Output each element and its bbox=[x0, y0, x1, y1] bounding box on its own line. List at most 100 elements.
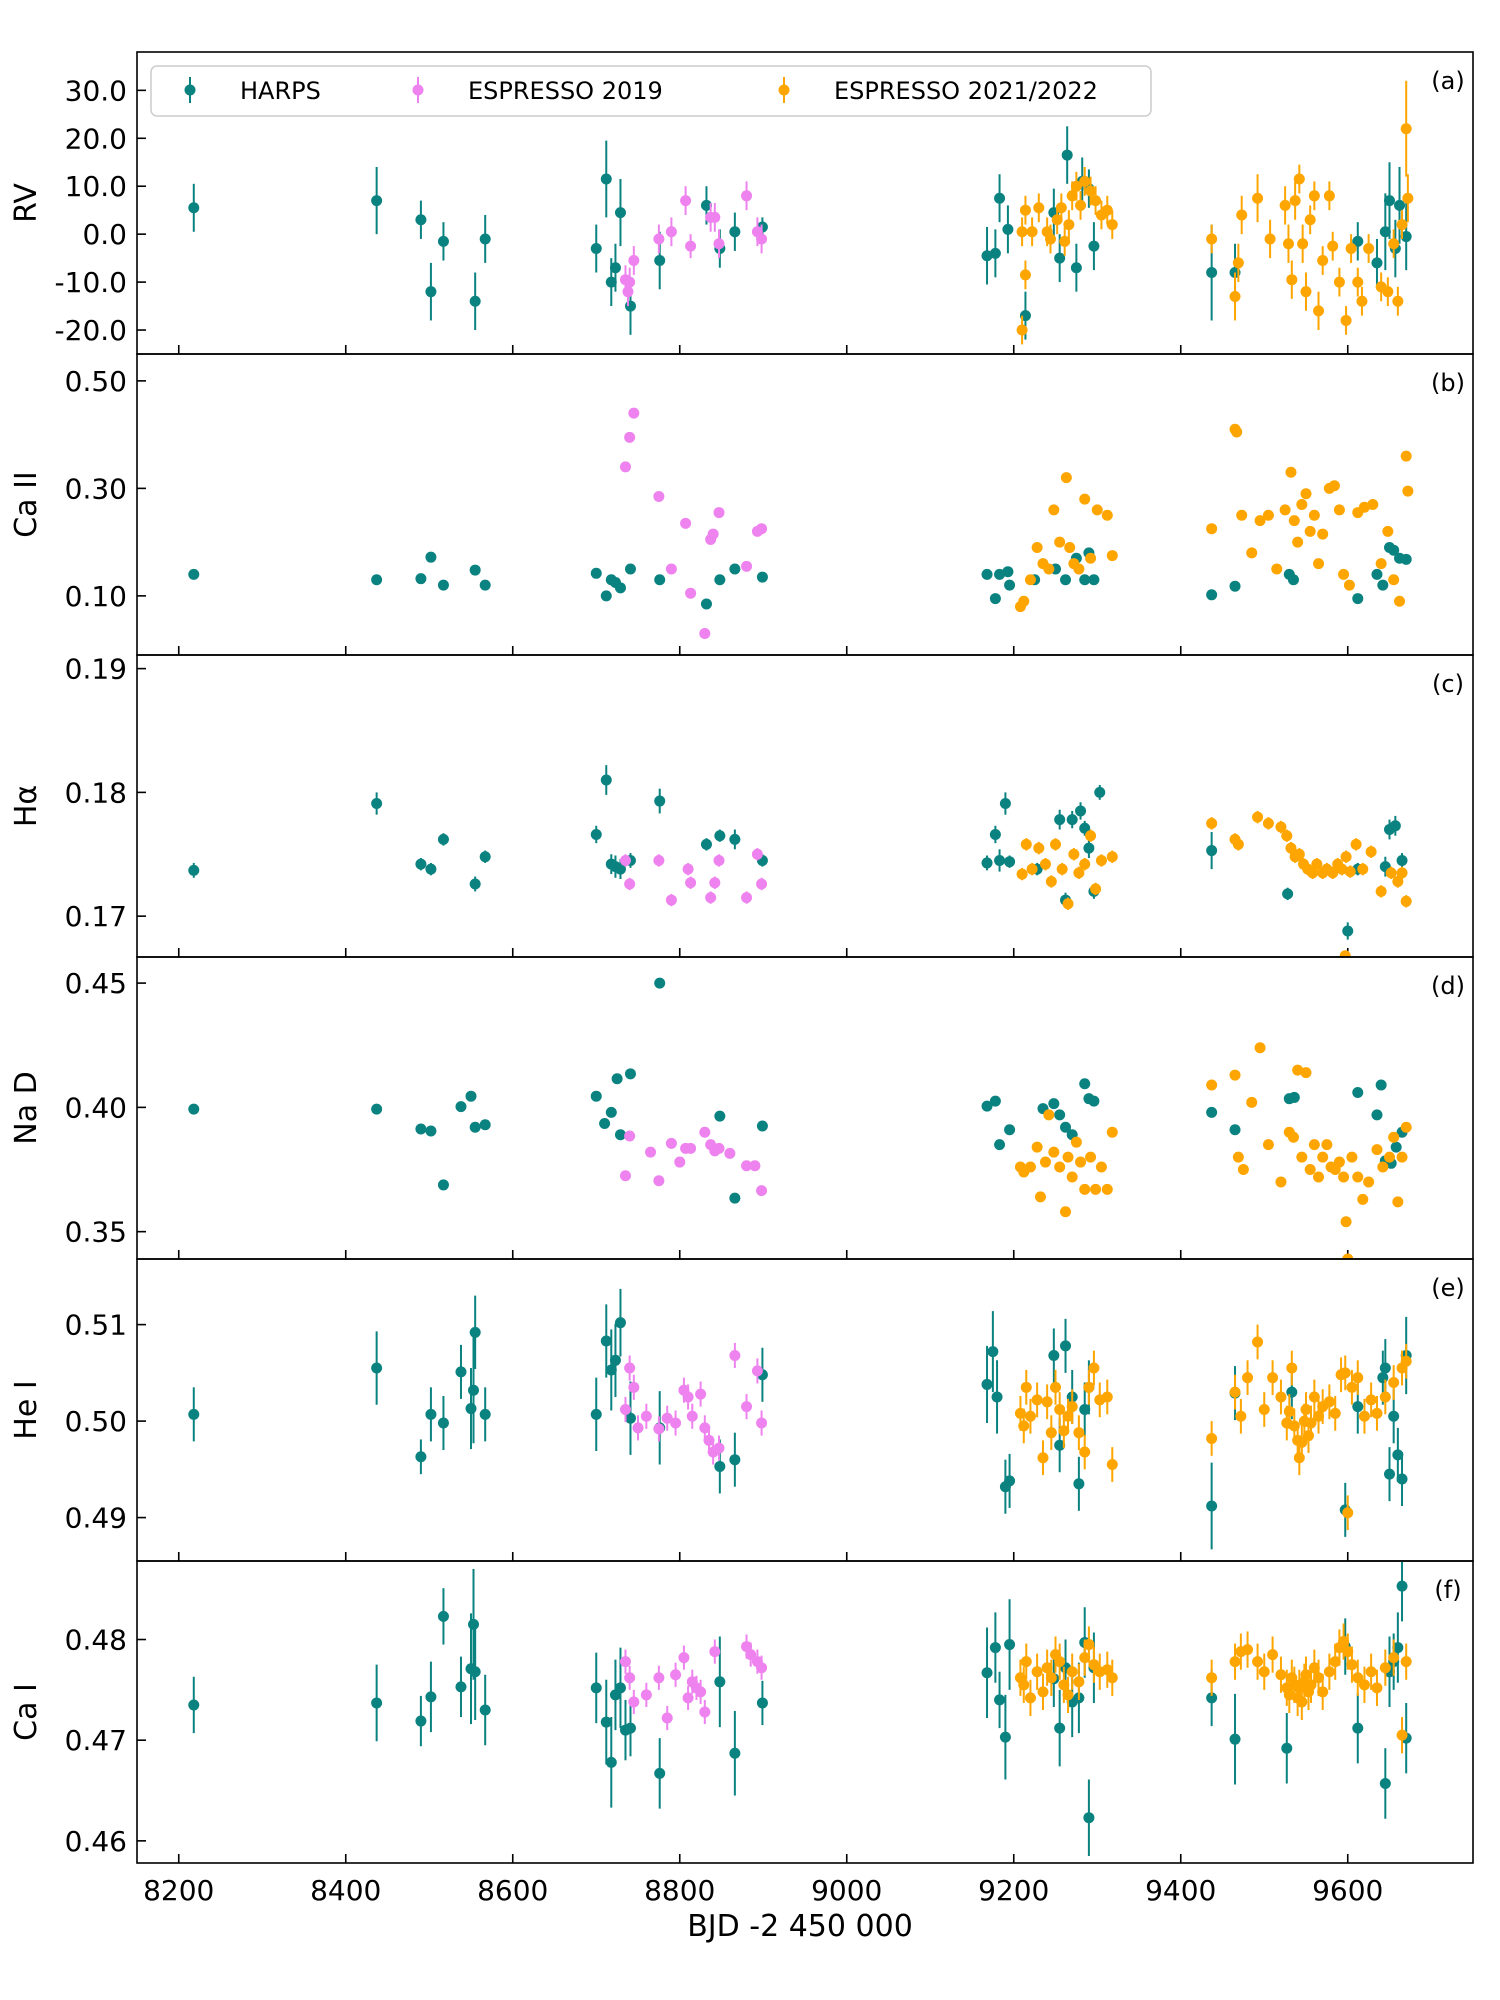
point-d-espresso-2021-2022-5 bbox=[1039, 1156, 1051, 1168]
panel-frame-c bbox=[136, 654, 1474, 958]
point-d-espresso-2021-2022-11 bbox=[1066, 1171, 1078, 1183]
point-f-espresso-2021-2022-18 bbox=[1101, 1664, 1113, 1676]
point-a-espresso-2021-2022-19 bbox=[1101, 204, 1113, 216]
point-e-espresso-2021-2022-18 bbox=[1101, 1391, 1113, 1403]
y-axis-label-d: Na D bbox=[9, 1071, 44, 1144]
point-e-espresso-2019-11 bbox=[695, 1388, 707, 1400]
point-b-espresso-2021-2022-16 bbox=[1106, 550, 1118, 562]
point-a-espresso-2021-2022-45 bbox=[1363, 243, 1375, 255]
point-f-harps-4 bbox=[437, 1610, 449, 1622]
point-a-harps-38 bbox=[1400, 231, 1412, 243]
point-c-espresso-2021-2022-38 bbox=[1357, 863, 1369, 875]
point-f-espresso-2021-2022-2 bbox=[1020, 1656, 1032, 1668]
point-d-espresso-2021-2022-13 bbox=[1075, 1156, 1087, 1168]
point-e-harps-27 bbox=[1060, 1340, 1072, 1352]
point-a-harps-21 bbox=[1002, 223, 1014, 235]
point-a-espresso-2019-6 bbox=[680, 195, 692, 207]
point-e-harps-22 bbox=[991, 1391, 1003, 1403]
point-c-espresso-2021-2022-18 bbox=[1232, 838, 1244, 850]
point-a-harps-37 bbox=[1394, 199, 1406, 211]
point-f-harps-22 bbox=[989, 1642, 1001, 1654]
point-c-espresso-2019-10 bbox=[751, 848, 763, 860]
point-b-espresso-2021-2022-19 bbox=[1231, 426, 1243, 438]
panel-f: 0.46 0.47 0.48 Ca I (f) bbox=[9, 1560, 1474, 1864]
point-f-espresso-2021-2022-24 bbox=[1252, 1656, 1264, 1668]
point-c-espresso-2021-2022-2 bbox=[1026, 863, 1038, 875]
point-a-harps-29 bbox=[1088, 240, 1100, 252]
point-e-harps-5 bbox=[455, 1366, 467, 1378]
point-f-harps-8 bbox=[469, 1666, 481, 1678]
point-f-harps-10 bbox=[590, 1682, 602, 1694]
point-f-harps-17 bbox=[654, 1767, 666, 1779]
point-c-harps-0 bbox=[188, 864, 200, 876]
point-b-harps-3 bbox=[425, 551, 437, 563]
point-a-espresso-2021-2022-2 bbox=[1016, 226, 1028, 238]
point-f-espresso-2021-2022-41 bbox=[1317, 1686, 1329, 1698]
point-b-espresso-2021-2022-38 bbox=[1338, 568, 1350, 580]
point-e-harps-17 bbox=[714, 1460, 726, 1472]
point-a-espresso-2021-2022-13 bbox=[1070, 180, 1082, 192]
point-e-harps-3 bbox=[425, 1408, 437, 1420]
point-e-espresso-2021-2022-9 bbox=[1054, 1404, 1066, 1416]
point-e-espresso-2019-4 bbox=[640, 1410, 652, 1422]
point-c-espresso-2019-9 bbox=[741, 892, 753, 904]
point-f-espresso-2021-2022-55 bbox=[1400, 1656, 1412, 1668]
point-c-espresso-2021-2022-44 bbox=[1400, 895, 1412, 907]
point-f-espresso-2019-4 bbox=[653, 1672, 665, 1684]
point-d-espresso-2021-2022-6 bbox=[1043, 1109, 1055, 1121]
point-b-espresso-2021-2022-1 bbox=[1018, 595, 1030, 607]
point-f-espresso-2021-2022-51 bbox=[1371, 1682, 1383, 1694]
point-a-espresso-2021-2022-20 bbox=[1106, 219, 1118, 231]
point-a-espresso-2021-2022-28 bbox=[1282, 238, 1294, 250]
point-c-harps-13 bbox=[654, 795, 666, 807]
point-d-espresso-2021-2022-22 bbox=[1232, 1151, 1244, 1163]
legend-frame bbox=[150, 65, 1152, 117]
point-e-harps-2 bbox=[415, 1451, 427, 1463]
point-c-harps-33 bbox=[1282, 888, 1294, 900]
point-d-harps-3 bbox=[425, 1125, 437, 1137]
point-d-espresso-2021-2022-53 bbox=[1396, 1151, 1408, 1163]
point-d-espresso-2021-2022-45 bbox=[1352, 1171, 1364, 1183]
point-b-harps-0 bbox=[188, 568, 200, 580]
point-b-harps-25 bbox=[1060, 574, 1072, 586]
point-b-harps-16 bbox=[729, 563, 741, 575]
point-d-harps-36 bbox=[1371, 1109, 1383, 1121]
point-e-espresso-2021-2022-53 bbox=[1388, 1377, 1400, 1389]
point-a-espresso-2021-2022-38 bbox=[1323, 190, 1335, 202]
point-b-espresso-2021-2022-42 bbox=[1367, 499, 1379, 510]
point-b-espresso-2021-2022-8 bbox=[1060, 472, 1072, 484]
point-e-harps-4 bbox=[437, 1417, 449, 1429]
point-e-espresso-2021-2022-50 bbox=[1365, 1394, 1377, 1406]
point-d-espresso-2021-2022-36 bbox=[1317, 1151, 1329, 1163]
point-e-espresso-2021-2022-51 bbox=[1371, 1407, 1383, 1419]
point-e-harps-26 bbox=[1054, 1439, 1066, 1451]
legend-label-espresso-2021-2022: ESPRESSO 2021/2022 bbox=[834, 77, 1098, 105]
point-f-espresso-2021-2022-1 bbox=[1018, 1679, 1030, 1691]
point-d-espresso-2019-12 bbox=[724, 1147, 736, 1159]
point-a-espresso-2021-2022-36 bbox=[1313, 305, 1325, 317]
point-a-harps-4 bbox=[437, 235, 449, 247]
point-f-espresso-2019-5 bbox=[661, 1712, 673, 1724]
point-f-espresso-2019-7 bbox=[678, 1652, 690, 1664]
point-b-espresso-2021-2022-28 bbox=[1292, 536, 1304, 548]
point-d-espresso-2019-1 bbox=[624, 1130, 636, 1142]
point-b-espresso-2021-2022-12 bbox=[1079, 493, 1091, 505]
point-d-harps-40 bbox=[1390, 1141, 1402, 1153]
x-tick-label-7: 9600 bbox=[1312, 1874, 1383, 1907]
point-b-harps-35 bbox=[1371, 568, 1383, 580]
point-d-espresso-2021-2022-32 bbox=[1300, 1067, 1312, 1079]
point-c-espresso-2019-8 bbox=[713, 854, 725, 866]
point-b-espresso-2021-2022-27 bbox=[1288, 515, 1300, 527]
point-c-harps-5 bbox=[469, 878, 481, 890]
point-c-espresso-2019-7 bbox=[709, 877, 721, 889]
point-d-harps-18 bbox=[756, 1120, 768, 1132]
point-d-harps-22 bbox=[1004, 1124, 1016, 1136]
point-c-harps-39 bbox=[1396, 854, 1408, 866]
point-e-harps-14 bbox=[614, 1317, 626, 1329]
point-d-harps-8 bbox=[479, 1119, 491, 1131]
point-d-espresso-2021-2022-37 bbox=[1321, 1139, 1333, 1151]
point-f-espresso-2021-2022-13 bbox=[1073, 1676, 1085, 1688]
point-f-espresso-2019-15 bbox=[745, 1649, 757, 1661]
point-c-harps-26 bbox=[1066, 814, 1078, 826]
point-c-espresso-2021-2022-40 bbox=[1375, 885, 1387, 897]
